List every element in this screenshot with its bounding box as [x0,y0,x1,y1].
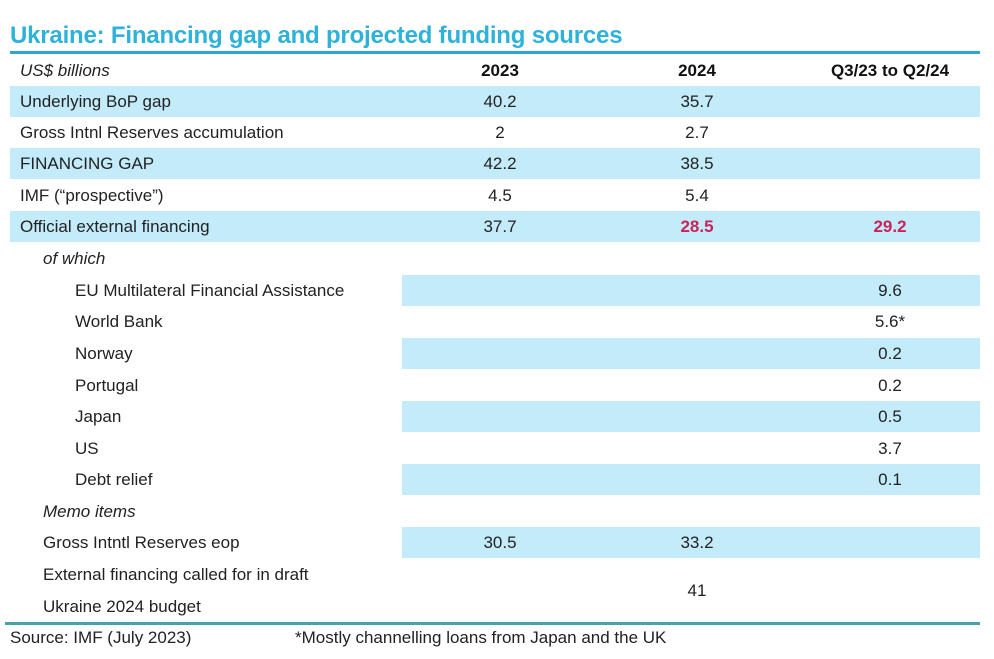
value-q3-q2 [820,180,960,211]
table-row-us: US 3.7 [10,433,980,464]
row-label: US [75,439,99,458]
row-label-line-2: Ukraine 2024 budget [43,597,201,616]
row-label: Underlying BoP gap [20,92,171,111]
row-label: World Bank [75,312,163,331]
value-q3-q2: 5.6* [874,312,906,331]
row-label: EU Multilateral Financial Assistance [75,281,345,300]
memo-items-label: Memo items [43,502,136,521]
value-q3-q2: 3.7 [878,439,902,458]
column-header-2024: 2024 [678,61,716,80]
table-title: Ukraine: Financing gap and projected fun… [10,22,623,49]
row-label: Gross Intntl Reserves eop [43,533,240,552]
row-label: Debt relief [75,470,153,489]
footnote: *Mostly channelling loans from Japan and… [295,628,667,647]
value-q3-q2-highlighted: 29.2 [873,217,907,236]
table-row-gross-reserves-eop: Gross Intntl Reserves eop 30.5 33.2 [10,527,980,558]
table-row-gross-reserves-accumulation: Gross Intnl Reserves accumulation 2 2.7 [10,117,980,148]
table-row-external-financing-draft-budget: External financing called for in draft U… [10,559,980,621]
row-label: Portugal [75,376,139,395]
table-row-eu-mfa: EU Multilateral Financial Assistance 9.6 [10,275,980,306]
value-2023: 2 [495,123,505,142]
value-2023: 4.5 [488,186,512,205]
row-label: Norway [75,344,133,363]
table-row-norway: Norway 0.2 [10,338,980,369]
value-2024: 5.4 [685,186,709,205]
value-q3-q2 [820,148,960,179]
table-row-financing-gap: FINANCING GAP 42.2 38.5 [10,148,980,179]
row-label: Japan [75,407,122,426]
value-2023: 40.2 [483,92,517,111]
value-2024: 41 [687,581,707,600]
of-which-label: of which [43,249,106,268]
table-row-imf-prospective: IMF (“prospective”) 4.5 5.4 [10,180,980,211]
source-note: Source: IMF (July 2023) [10,628,192,647]
header-row: US$ billions 2023 2024 Q3/23 to Q2/24 [10,55,980,86]
value-2023: 30.5 [483,533,517,552]
row-label: Gross Intnl Reserves accumulation [20,123,284,142]
table-row-debt-relief: Debt relief 0.1 [10,464,980,495]
bottom-rule [5,622,980,625]
value-2024: 38.5 [680,154,714,173]
table-row-portugal: Portugal 0.2 [10,370,980,401]
row-label: Official external financing [20,217,210,236]
row-label: IMF (“prospective”) [20,186,164,205]
value-q3-q2: 9.6 [878,281,902,300]
value-2023: 37.7 [483,217,517,236]
unit-label: US$ billions [20,61,110,80]
value-q3-q2: 0.1 [878,470,902,489]
top-rule [10,51,980,54]
memo-items-row: Memo items [10,496,980,527]
value-2024-highlighted: 28.5 [680,217,714,236]
row-label: FINANCING GAP [20,154,155,173]
table-row-underlying-bop-gap: Underlying BoP gap 40.2 35.7 [10,86,980,117]
value-2024: 33.2 [680,533,714,552]
value-2024: 2.7 [685,123,709,142]
table-row-official-external-financing: Official external financing 37.7 28.5 29… [10,211,980,242]
value-q3-q2 [820,117,960,148]
value-q3-q2 [820,86,960,117]
value-q3-q2: 0.2 [878,376,902,395]
value-q3-q2: 0.5 [878,407,902,426]
column-header-2023: 2023 [481,61,519,80]
value-2023: 42.2 [483,154,517,173]
table-row-world-bank: World Bank 5.6* [10,306,980,337]
value-q3-q2: 0.2 [878,344,902,363]
table-row-japan: Japan 0.5 [10,401,980,432]
column-header-q3-23-to-q2-24: Q3/23 to Q2/24 [830,61,950,80]
value-2024: 35.7 [680,92,714,111]
row-label-line-1: External financing called for in draft [43,565,309,584]
of-which-row: of which [10,243,980,274]
